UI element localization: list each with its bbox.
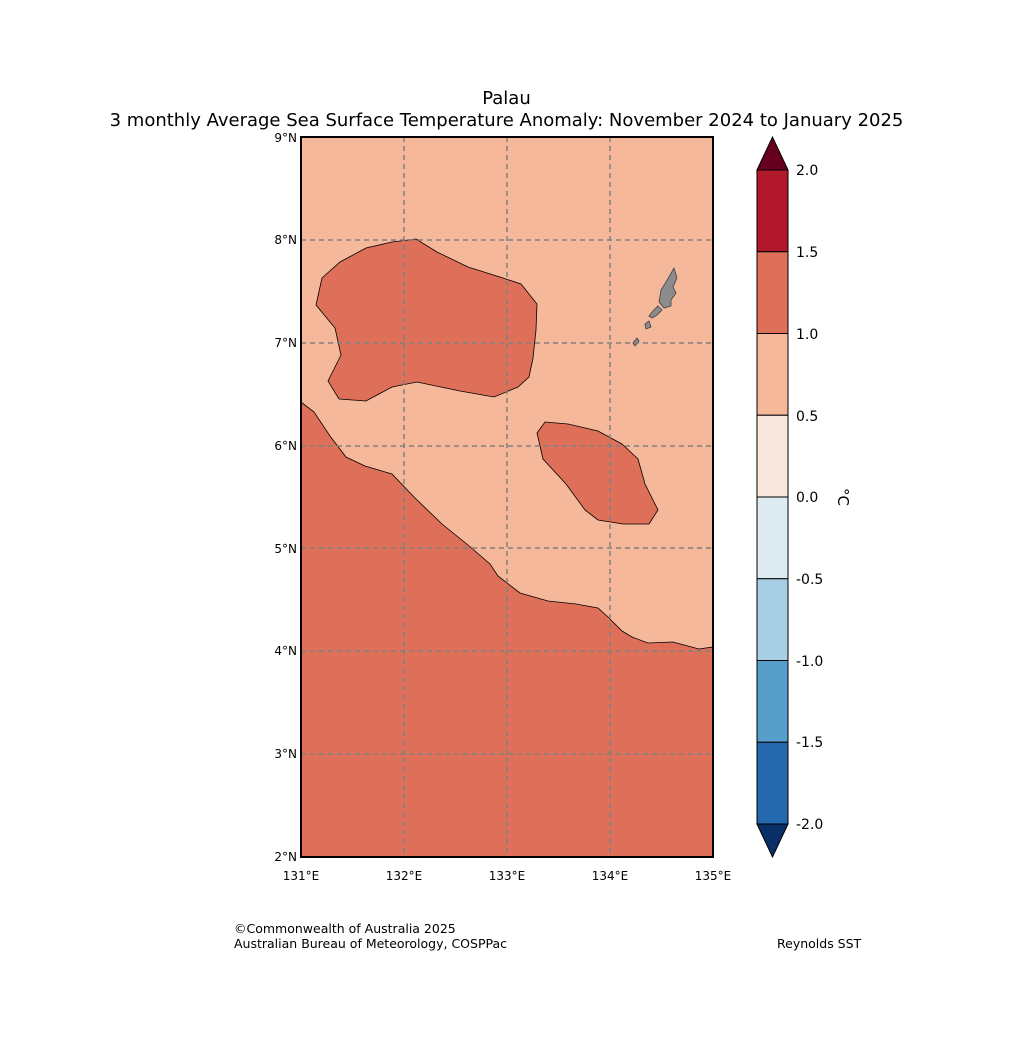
colorbar-tick: -2.0 [796, 817, 823, 833]
colorbar-segment [756, 660, 789, 743]
colorbar-segment [756, 414, 789, 498]
lon-label: 134°E [592, 869, 629, 883]
colorbar-tick: 1.0 [796, 327, 818, 343]
colorbar-tick: -1.5 [796, 735, 823, 751]
lon-label: 131°E [283, 869, 320, 883]
lon-label: 133°E [489, 869, 526, 883]
lat-label: 7°N [274, 336, 297, 350]
colorbar-tick: 0.5 [796, 409, 818, 425]
lat-label: 9°N [274, 131, 297, 145]
agency-text: Australian Bureau of Meteorology, COSPPa… [234, 936, 507, 951]
longitude-labels: 131°E 132°E 133°E 134°E 135°E [283, 869, 732, 883]
palau-island-south-3 [632, 337, 640, 347]
data-source: Reynolds SST [777, 936, 862, 951]
lat-label: 6°N [274, 439, 297, 453]
colorbar-segment [756, 578, 789, 661]
map-title: Palau [482, 88, 531, 109]
palau-island-south-2 [644, 320, 652, 330]
map-frame [300, 136, 714, 858]
colorbar-segment [756, 169, 789, 253]
palau-island-south-1 [648, 305, 663, 319]
colorbar-tick: 0.0 [796, 490, 818, 506]
palau-main-island [658, 266, 678, 309]
lat-label: 3°N [274, 747, 297, 761]
copyright-footer: ©Commonwealth of Australia 2025 Australi… [234, 921, 507, 951]
colorbar [756, 135, 789, 859]
latitude-labels: 9°N 8°N 7°N 6°N 5°N 4°N 3°N 2°N [274, 131, 297, 864]
lat-label: 4°N [274, 644, 297, 658]
colorbar-extend-min [756, 823, 789, 859]
map-gridlines [301, 137, 713, 857]
lat-label: 8°N [274, 233, 297, 247]
map-subtitle: 3 monthly Average Sea Surface Temperatur… [109, 110, 904, 131]
colorbar-unit-label: °C [834, 488, 852, 506]
colorbar-extend-max [756, 135, 789, 171]
lon-label: 135°E [695, 869, 732, 883]
colorbar-segment [756, 251, 789, 334]
colorbar-tick-labels: 2.0 1.5 1.0 0.5 0.0 -0.5 -1.0 -1.5 -2.0 [796, 163, 823, 833]
colorbar-segment [756, 496, 789, 580]
lon-label: 132°E [386, 869, 423, 883]
colorbar-segment [756, 741, 789, 825]
lat-label: 2°N [274, 850, 297, 864]
colorbar-segment [756, 333, 789, 416]
lat-label: 5°N [274, 542, 297, 556]
copyright-text: ©Commonwealth of Australia 2025 [234, 921, 456, 936]
east-warm-region [536, 421, 659, 525]
colorbar-tick: -1.0 [796, 654, 823, 670]
colorbar-tick: 2.0 [796, 163, 818, 179]
northwest-warm-region [315, 238, 538, 402]
colorbar-tick: 1.5 [796, 245, 818, 261]
colorbar-tick: -0.5 [796, 572, 823, 588]
